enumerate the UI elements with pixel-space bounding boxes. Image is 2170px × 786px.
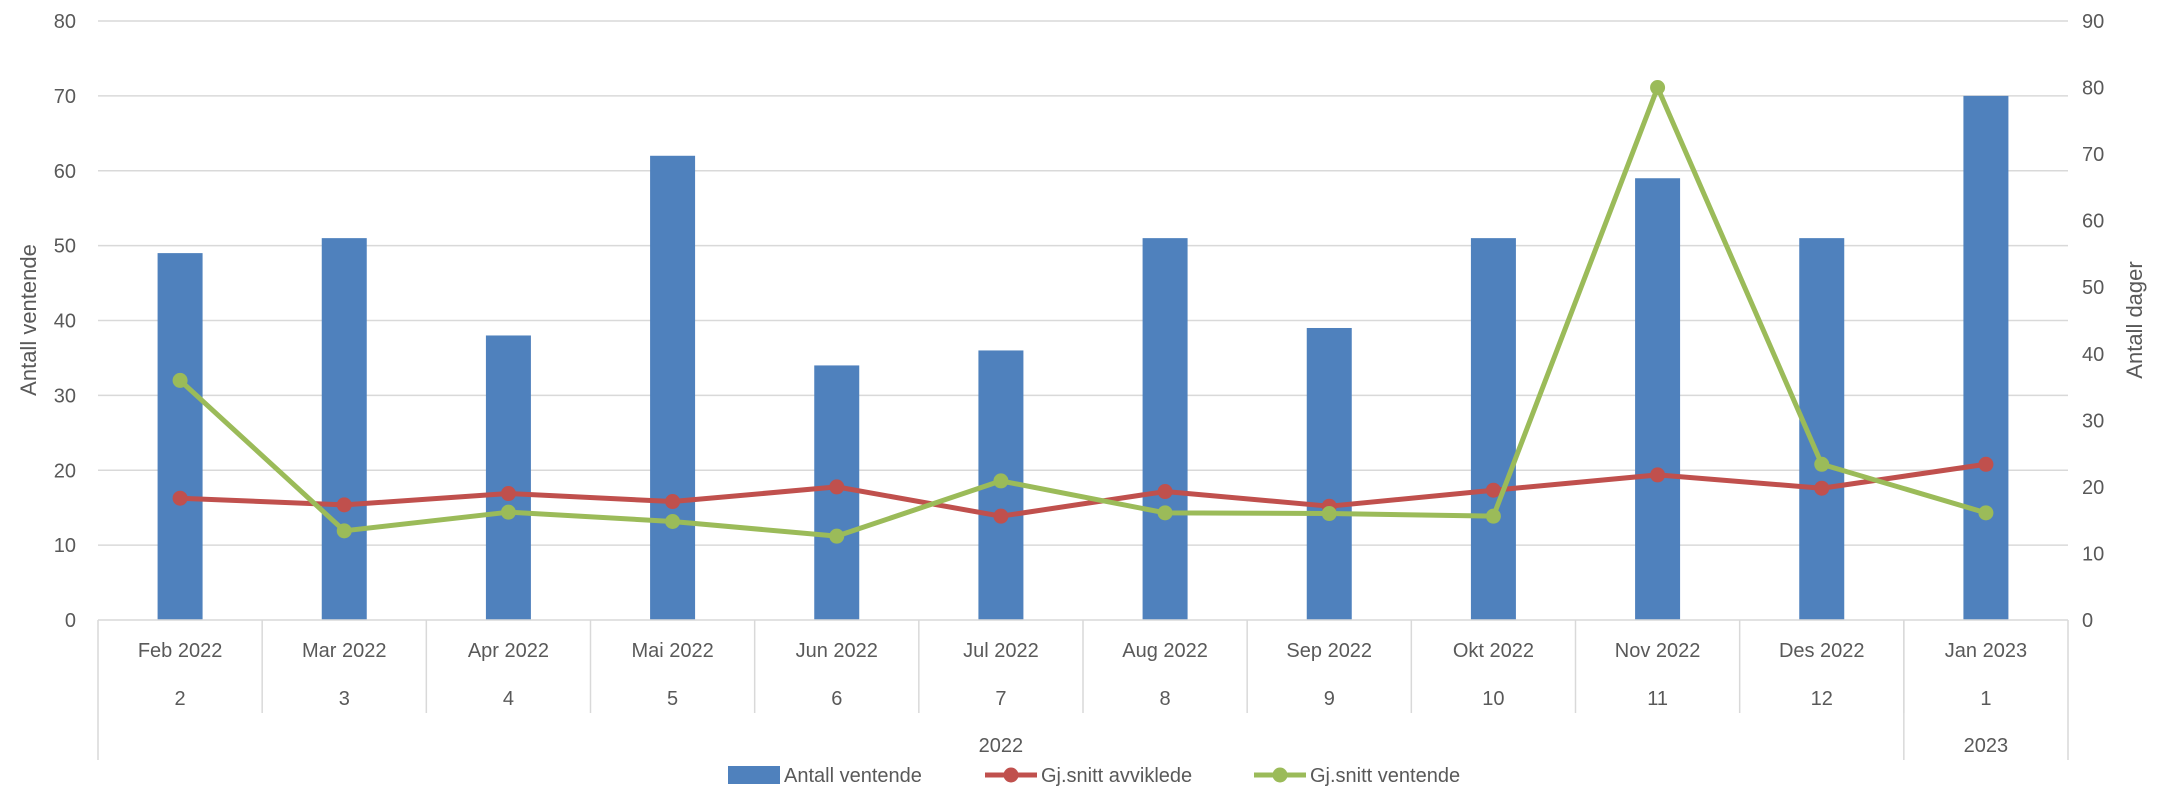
right-tick-label: 70 [2082,144,2104,166]
legend-label: Antall ventende [784,765,922,786]
data-point [1978,505,1994,521]
bar [157,253,203,621]
data-point [829,479,845,495]
left-tick-label: 20 [54,460,76,482]
month-number-label: 11 [1647,688,1668,710]
data-point [829,528,845,544]
gridlines [98,20,2068,546]
month-number-label: 9 [1324,688,1335,710]
data-point [1321,506,1337,522]
data-point [500,504,516,520]
data-point [500,486,516,502]
data-point [1485,508,1501,524]
right-tick-label: 60 [2082,211,2104,233]
category-label: Sep 2022 [1286,640,1372,662]
left-tick-label: 30 [54,385,76,407]
year-label: 2023 [1964,735,2009,757]
left-tick-label: 10 [54,535,76,557]
left-tick-label: 80 [54,11,76,33]
data-point [1650,80,1666,96]
bar [1306,327,1352,620]
month-number-label: 10 [1482,688,1504,710]
data-point [1157,484,1173,500]
left-tick-label: 40 [54,311,76,333]
category-label: Feb 2022 [138,640,223,662]
month-number-label: 1 [1980,688,1991,710]
data-point [1485,482,1501,498]
bar [1635,178,1681,621]
series-line [177,85,1989,539]
year-label: 2022 [979,735,1024,757]
legend-label: Gj.snitt ventende [1310,765,1460,786]
right-tick-label: 30 [2082,410,2104,432]
bar [485,335,531,620]
legend-marker [1272,767,1288,783]
right-y-axis: 0 10 20 30 40 50 60 70 80 90 [2082,11,2104,632]
left-axis-title: Antall ventende [16,244,41,396]
data-point [172,372,188,388]
month-number-label: 3 [339,688,350,710]
data-point [1650,467,1666,483]
x-axis: 2022 2023 Feb 2022 2 Mar 2022 3 Apr 2022 4 Mai 2… [97,619,2069,760]
left-tick-label: 60 [54,161,76,183]
left-tick-label: 0 [65,610,76,632]
category-label: Jul 2022 [963,640,1039,662]
data-point [993,473,1009,489]
category-label: Aug 2022 [1122,640,1208,662]
month-number-label: 7 [995,688,1006,710]
bar [1963,95,2009,620]
data-point [336,497,352,513]
category-label: Apr 2022 [468,640,549,662]
left-tick-label: 50 [54,236,76,258]
bar [650,155,696,620]
category-label: Mar 2022 [302,640,387,662]
category-label: Jun 2022 [796,640,878,662]
data-point [665,513,681,529]
right-tick-label: 0 [2082,610,2093,632]
month-number-label: 12 [1811,688,1833,710]
right-axis-title: Antall dager [2122,261,2147,378]
month-number-label: 8 [1160,688,1171,710]
category-label: Nov 2022 [1615,640,1701,662]
data-point [1157,505,1173,521]
data-point [665,494,681,510]
right-tick-label: 10 [2082,543,2104,565]
left-y-axis: 0 10 20 30 40 50 60 70 80 [54,11,76,632]
category-label: Jan 2023 [1945,640,2027,662]
bar-series [157,95,2009,621]
month-number-label: 4 [503,688,514,710]
data-point [993,508,1009,524]
data-point [1814,456,1830,472]
data-point [172,490,188,506]
category-label: Des 2022 [1779,640,1865,662]
category-label: Mai 2022 [631,640,713,662]
data-point [1814,480,1830,496]
left-tick-label: 70 [54,86,76,108]
legend-label: Gj.snitt avviklede [1041,765,1192,786]
right-tick-label: 40 [2082,344,2104,366]
legend-marker [1003,767,1019,783]
month-number-label: 5 [667,688,678,710]
bar [1142,238,1188,620]
data-point [1978,456,1994,472]
legend-swatch [728,766,780,784]
right-tick-label: 20 [2082,477,2104,499]
month-number-label: 6 [831,688,842,710]
right-tick-label: 50 [2082,277,2104,299]
series-line [177,461,1989,519]
month-number-label: 2 [175,688,186,710]
right-tick-label: 90 [2082,11,2104,33]
bar [1470,238,1516,620]
data-point [336,523,352,539]
line-series [172,80,1994,544]
legend: Antall ventende Gj.snitt avviklede Gj.snit… [728,765,1460,786]
right-tick-label: 80 [2082,78,2104,100]
category-label: Okt 2022 [1453,640,1534,662]
bar [321,238,367,620]
